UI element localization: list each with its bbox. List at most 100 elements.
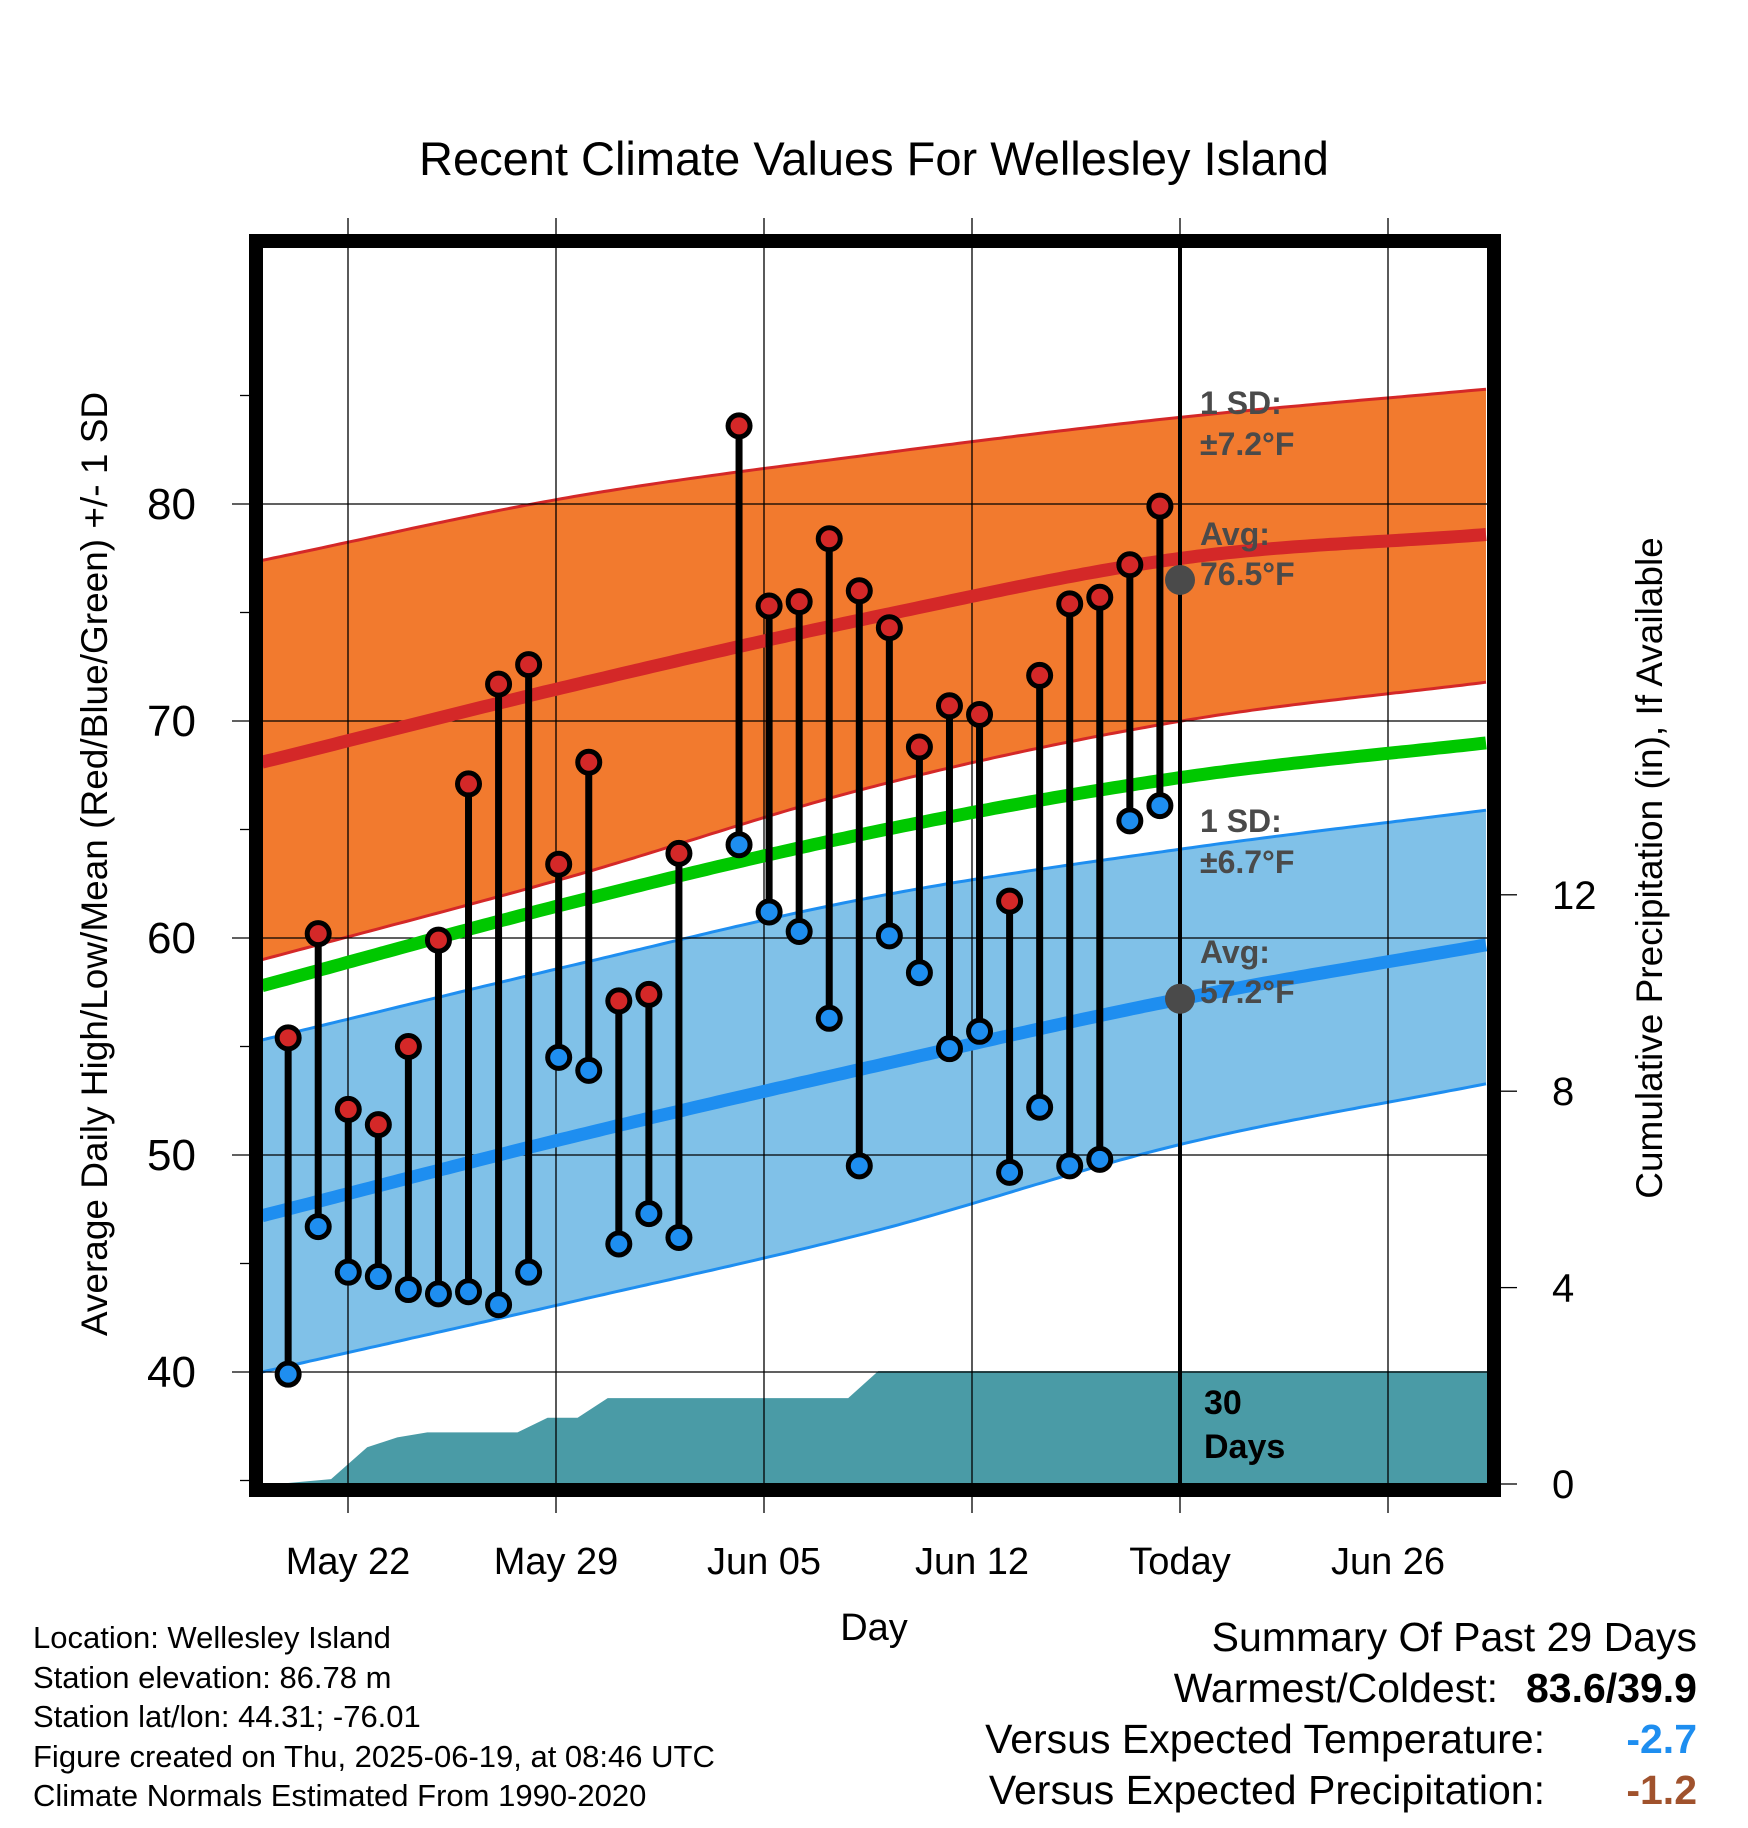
- low-minus-sd-line: [261, 1082, 1487, 1374]
- daily-low-point: [304, 1213, 332, 1241]
- y2-tick-label: 8: [1552, 1070, 1574, 1114]
- daily-low-point: [1056, 1152, 1084, 1180]
- today-low-average-dot: [1165, 983, 1195, 1014]
- daily-low-point: [364, 1263, 392, 1291]
- latlon-text: Station lat/lon: 44.31; -76.01: [33, 1699, 421, 1734]
- daily-high-point: [575, 748, 603, 776]
- versus-temp-value: -2.7: [1626, 1716, 1697, 1762]
- low-sd-label: 1 SD:: [1200, 803, 1282, 839]
- daily-low-point: [1026, 1093, 1054, 1121]
- y2-tick-label: 4: [1552, 1267, 1574, 1311]
- today-marker: [1165, 247, 1195, 1484]
- daily-low-point: [334, 1258, 362, 1286]
- high-sd-value: ±7.2°F: [1200, 426, 1294, 462]
- daily-high-point: [545, 850, 573, 878]
- x-tick-label: Jun 26: [1331, 1541, 1445, 1583]
- daily-high-point: [605, 987, 633, 1015]
- daily-high-point: [1116, 551, 1144, 579]
- versus-temp-label: Versus Expected Temperature:: [985, 1716, 1545, 1762]
- daily-low-point: [394, 1276, 422, 1304]
- daily-low-point: [515, 1258, 543, 1286]
- daily-range-stems: [284, 425, 1164, 1375]
- daily-high-point: [394, 1033, 422, 1060]
- high-average-value: 76.5°F: [1200, 556, 1295, 592]
- low-average-value: 57.2°F: [1200, 974, 1295, 1010]
- y2-tick-label: 0: [1552, 1463, 1574, 1507]
- summary-heading: Summary Of Past 29 Days: [1211, 1614, 1697, 1660]
- x-tick-label: May 29: [494, 1541, 619, 1583]
- precipitation-area: [262, 1371, 1488, 1484]
- daily-high-point: [274, 1024, 302, 1052]
- y-tick-label: 40: [147, 1348, 196, 1397]
- daily-low-point: [845, 1152, 873, 1180]
- x-tick-label: Jun 12: [915, 1541, 1029, 1583]
- daily-high-point: [665, 839, 693, 867]
- daily-low-point: [1116, 807, 1144, 835]
- x-tick-label: Jun 05: [707, 1541, 821, 1583]
- daily-high-point: [364, 1111, 392, 1139]
- warm-cold-value: 83.6/39.9: [1526, 1665, 1697, 1711]
- daily-low-point: [485, 1291, 513, 1319]
- station-info: Location: Wellesley Island Station eleva…: [33, 1618, 715, 1816]
- daily-low-point: [935, 1035, 963, 1063]
- axes: Recent Climate Values For Wellesley Isla…: [74, 132, 1670, 1649]
- versus-precip-label: Versus Expected Precipitation:: [988, 1767, 1545, 1813]
- daily-high-point: [485, 670, 513, 698]
- daily-high-point: [334, 1095, 362, 1123]
- created-text: Figure created on Thu, 2025-06-19, at 08…: [33, 1738, 715, 1774]
- normals-text: Climate Normals Estimated From 1990-2020: [33, 1778, 647, 1813]
- chart-title: Recent Climate Values For Wellesley Isla…: [419, 132, 1329, 185]
- daily-low-point: [605, 1230, 633, 1258]
- daily-low-point: [755, 898, 783, 926]
- high-average-label: Avg:: [1200, 516, 1270, 552]
- location-text: Location: Wellesley Island: [33, 1620, 391, 1655]
- x-tick-label: May 22: [286, 1541, 411, 1583]
- y-tick-label: 80: [147, 480, 196, 529]
- daily-low-point: [785, 917, 813, 945]
- daily-low-point: [424, 1280, 452, 1308]
- daily-low-point: [966, 1017, 994, 1045]
- daily-low-point: [996, 1158, 1024, 1186]
- x-axis-label: Day: [840, 1607, 908, 1649]
- y-tick-label: 60: [147, 914, 196, 963]
- daily-high-point: [785, 588, 813, 616]
- daily-low-point: [905, 959, 933, 987]
- daily-high-point: [424, 926, 452, 954]
- y-tick-label: 70: [147, 697, 196, 746]
- y2-axis-label: Cumulative Precipitation (in), If Availa…: [1629, 537, 1670, 1199]
- plot-frame: [249, 234, 1501, 1497]
- high-average-line: [260, 528, 1487, 769]
- chart-annotations: 1 SD: ±7.2°F Avg: 76.5°F 1 SD: ±6.7°F Avg: 57.2…: [1200, 385, 1295, 1466]
- daily-high-point: [304, 920, 332, 948]
- summary-temp-row: Versus Expected Temperature: -2.7: [985, 1714, 1697, 1765]
- daily-high-point: [935, 692, 963, 720]
- daily-low-point: [665, 1223, 693, 1251]
- low-sd-value: ±6.7°F: [1200, 844, 1294, 880]
- plot-border: [249, 234, 1501, 1497]
- summary-precip-row: Versus Expected Precipitation: -1.2: [985, 1765, 1697, 1816]
- daily-low-point: [635, 1200, 663, 1228]
- precip-area: [262, 1371, 1488, 1484]
- daily-high-point: [1146, 492, 1174, 520]
- summary-warm-cold-row: Warmest/Coldest: 83.6/39.9: [985, 1663, 1697, 1714]
- daily-low-point: [455, 1278, 483, 1306]
- daily-high-point: [725, 412, 753, 440]
- x-tick-label: Today: [1129, 1541, 1230, 1583]
- y2-tick-label: 12: [1552, 874, 1597, 918]
- daily-low-point: [815, 1004, 843, 1032]
- daily-high-point: [815, 525, 843, 553]
- daily-low-point: [725, 831, 753, 859]
- daily-high-point: [1026, 661, 1054, 689]
- daily-low-point: [1086, 1145, 1114, 1173]
- daily-low-point: [545, 1043, 573, 1071]
- daily-high-point: [515, 651, 543, 679]
- daily-low-point: [575, 1056, 603, 1084]
- low-average-label: Avg:: [1200, 934, 1270, 970]
- daily-points: [274, 412, 1174, 1388]
- daily-high-point: [845, 577, 873, 605]
- y-axis-label: Average Daily High/Low/Mean (Red/Blue/Gr…: [74, 392, 115, 1336]
- daily-high-point: [966, 700, 994, 728]
- daily-high-point: [875, 614, 903, 642]
- daily-high-point: [455, 770, 483, 798]
